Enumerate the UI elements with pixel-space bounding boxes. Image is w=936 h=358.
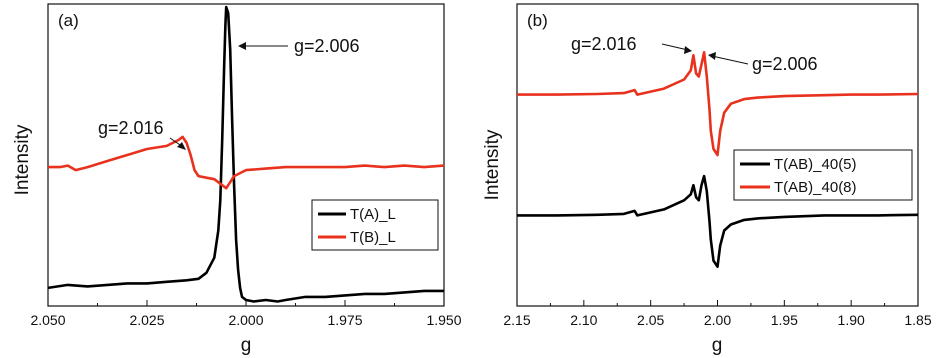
- panel-b-series: [517, 51, 919, 268]
- panel-b-legend-label-1: T(AB)_40(5): [774, 156, 857, 173]
- panel-b-xtick-label-3: 2.00: [704, 312, 731, 328]
- panel-b-series-line-0: [517, 174, 919, 268]
- panel-b: (b) Intensity g 2.15 2.10 2.05 2.00 1.95 1.90…: [482, 3, 932, 356]
- panel-a-tag: (a): [58, 11, 79, 30]
- panel-b-xlabel: g: [712, 335, 723, 356]
- panel-b-xtick-label-5: 1.90: [838, 312, 865, 328]
- panel-a-series-line-1: [48, 135, 445, 190]
- panel-a-xtick-label-2: 2.000: [228, 312, 263, 328]
- panel-a-series-line-0: [47, 5, 444, 303]
- panel-a-xtick-label-3: 1.975: [327, 312, 362, 328]
- panel-b-anno-left-arrowhead: [684, 46, 692, 54]
- panel-b-tag: (b): [527, 11, 548, 30]
- panel-a-legend: T(A)_L T(B)_L: [311, 199, 439, 251]
- panel-b-xtick-label-1: 2.10: [570, 312, 597, 328]
- panel-b-series-line-1: [517, 51, 919, 157]
- panel-b-legend-box: [733, 149, 913, 201]
- panel-b-xticks: 2.15 2.10 2.05 2.00 1.95 1.90 1.85: [503, 300, 932, 328]
- panel-a-legend-box: [311, 199, 439, 251]
- panel-b-anno-left: g=2.016: [571, 34, 637, 54]
- panel-b-xtick-label-4: 1.95: [771, 312, 798, 328]
- panel-a-ylabel: Intensity: [12, 124, 33, 195]
- panel-a-anno-peak: g=2.006: [294, 36, 360, 56]
- panel-a-series: [47, 5, 445, 303]
- panel-b-legend-label-2: T(AB)_40(8): [774, 179, 857, 196]
- panel-a-xticks: 2.050 2.025 2.000 1.975 1.950: [30, 300, 462, 328]
- panel-b-legend: T(AB)_40(5) T(AB)_40(8): [733, 149, 913, 201]
- panel-a-xtick-label-4: 1.950: [426, 312, 461, 328]
- panel-a-xtick-label-0: 2.050: [30, 312, 65, 328]
- panel-a-legend-label-2: T(B)_L: [350, 229, 396, 246]
- panel-b-xtick-label-6: 1.85: [904, 312, 931, 328]
- panel-b-anno-right: g=2.006: [752, 54, 818, 74]
- panel-b-xtick-label-2: 2.05: [637, 312, 664, 328]
- panel-a-anno-shoulder-arrowhead: [177, 142, 186, 150]
- panel-a-legend-label-1: T(A)_L: [350, 206, 396, 223]
- panel-b-ylabel: Intensity: [482, 129, 503, 200]
- panel-b-anno-left-arrow: [661, 43, 689, 51]
- panel-a-anno-shoulder: g=2.016: [98, 118, 164, 138]
- panel-b-xtick-label-0: 2.15: [503, 312, 530, 328]
- panel-b-anno-right-arrowhead: [708, 52, 716, 60]
- panel-a-xtick-label-1: 2.025: [129, 312, 164, 328]
- panel-a-anno-peak-arrowhead: [238, 42, 246, 50]
- panel-b-anno-right-arrow: [711, 55, 749, 65]
- panel-a: (a) Intensity g 2.050 2.025 2.000 1.975 1.95…: [12, 3, 462, 356]
- panel-a-xlabel: g: [241, 335, 252, 356]
